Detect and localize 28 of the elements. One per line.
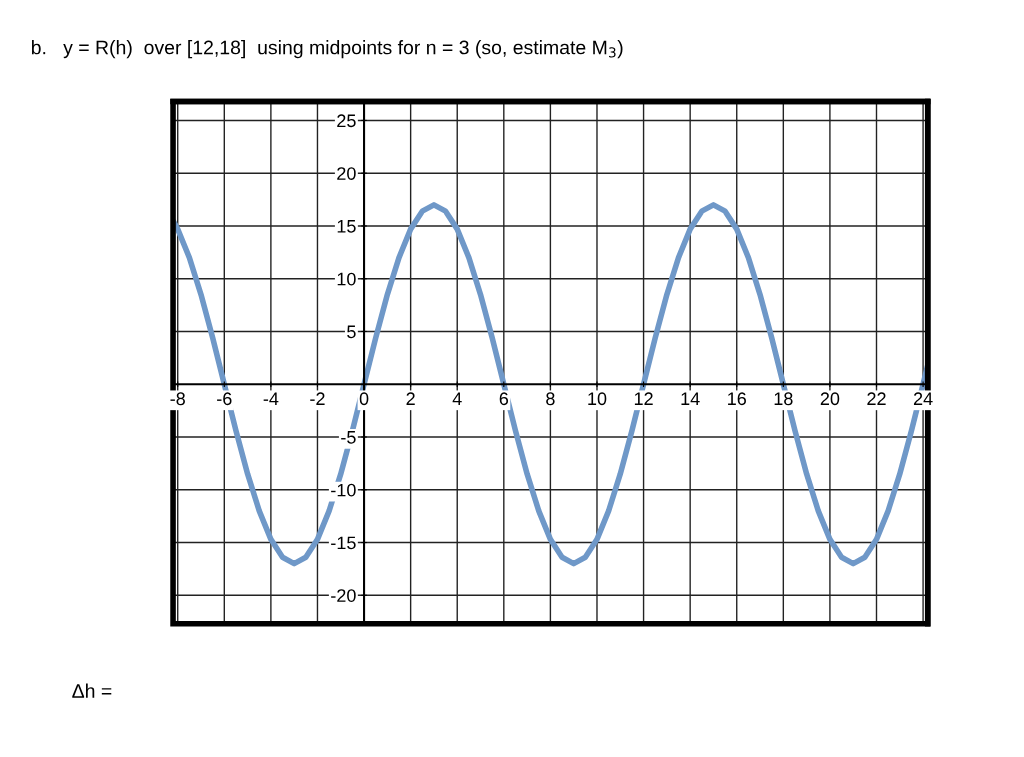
x-tick-label: 0 xyxy=(359,392,369,406)
x-tick-label: 10 xyxy=(588,392,607,406)
chart-title: b. y = R(h) over [12,18] using midpoints for n = 3 (so, estimate M$_{3}$) xyxy=(31,40,623,59)
x-tick-label: -2 xyxy=(310,392,325,405)
y-tick-label: 15 xyxy=(337,220,356,233)
x-tick-label: 24 xyxy=(913,392,933,405)
x-tick-label: 4 xyxy=(452,392,462,405)
x-tick-label: 2 xyxy=(406,392,415,405)
x-tick-label: 8 xyxy=(546,392,555,406)
y-tick-label: 20 xyxy=(337,167,356,180)
x-tick-label: -4 xyxy=(263,392,279,405)
x-tick-label: 22 xyxy=(867,392,886,405)
x-tick-label: -6 xyxy=(217,392,232,406)
y-tick-label: 10 xyxy=(337,272,356,286)
x-tick-label: 20 xyxy=(820,392,840,406)
y-tick-label: -15 xyxy=(331,536,356,550)
y-tick-label: -20 xyxy=(331,589,356,602)
x-tick-label: 16 xyxy=(728,392,746,406)
y-tick-label: 25 xyxy=(337,114,356,128)
y-tick-label: 5 xyxy=(347,325,356,339)
y-tick-label: -10 xyxy=(331,483,356,497)
x-tick-label: 6 xyxy=(499,392,509,406)
y-tick-label: -5 xyxy=(341,431,356,444)
text: Δh = xyxy=(72,683,112,698)
x-tick-label: 14 xyxy=(681,392,700,405)
x-tick-label: 12 xyxy=(634,392,653,405)
x-tick-label: -8 xyxy=(170,392,185,406)
x-tick-label: 18 xyxy=(774,392,793,406)
